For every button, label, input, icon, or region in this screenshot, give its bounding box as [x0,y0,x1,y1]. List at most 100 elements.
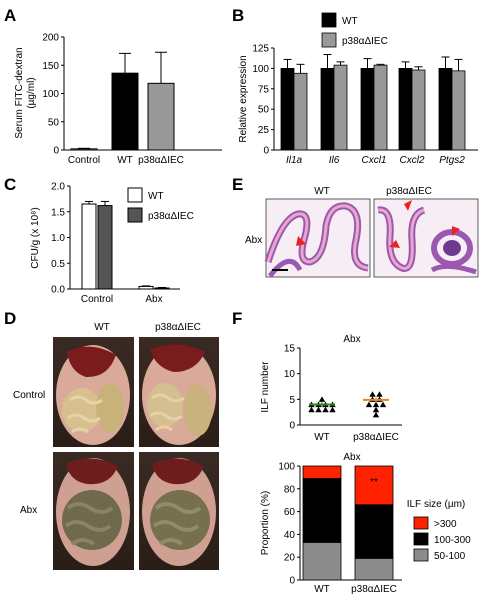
a-x-tick-label: p38αΔIEC [138,155,184,166]
photo-wt-control [53,337,134,447]
c-y-tick-label: 2.0 [51,182,65,193]
e-row-abx: Abx [245,235,262,246]
f2-x-tick-label: WT [314,584,330,595]
b-y-tick-label: 50 [258,105,270,116]
arrowhead-icon [389,240,400,248]
b-bar [280,68,295,151]
b-bar [293,72,308,151]
f2-bar-segment [302,465,342,479]
c-bar [97,205,113,290]
f1-data-point [315,406,322,413]
a-x-tick-label: Control [68,155,100,166]
f2-y-tick-label: 60 [284,507,296,518]
b-y-tick-label: 0 [263,146,269,157]
f1-data-point [308,406,315,413]
f2-bar-segment [302,478,342,543]
f1-data-point [322,406,329,413]
f1-y-tick-label: 10 [284,369,296,380]
f1-y-tick-label: 15 [284,344,296,355]
b-bar [373,64,388,151]
d-row-control: Control [13,390,45,401]
a-bar [70,148,98,151]
b-legend-label: p38αΔIEC [342,36,388,47]
b-legend-swatch [321,32,337,48]
b-bar [438,68,453,151]
b-bar [451,70,466,151]
f1-title: Abx [343,334,360,345]
c-y-tick-label: 0.0 [51,285,65,296]
b-legend-swatch [321,12,337,28]
photo-ko-control [139,337,219,447]
a-bar [147,82,175,151]
f2-bar-segment [354,465,394,506]
b-legend-label: WT [342,16,358,27]
a-x-tick-label: WT [117,155,133,166]
f1-data-point [318,396,326,402]
panel-e-histology: WT p38αΔIEC Abx [245,186,479,278]
chart-b-relative-expression: 0 25 50 75 100 125 Il1a Il6 Cxcl1 Cxcl2 Ptgs2 Relat… [238,12,478,166]
c-bar [138,285,154,290]
f2-legend-swatch [413,516,429,530]
histology-wt [264,198,371,278]
f1-y-tick-label: 5 [289,395,295,406]
panel-letter-a: A [4,6,16,25]
a-bar [111,72,139,151]
c-y-tick-label: 1.5 [51,207,65,218]
a-y-tick-label: 200 [42,33,59,44]
c-x-tick-label: Abx [145,294,162,305]
c-legend-swatch [127,207,143,223]
f2-legend-label: >300 [434,519,457,530]
panel-letter-d: D [4,309,16,328]
b-x-tick-label: Il1a [286,155,303,166]
f1-data-point [372,401,380,408]
photo-ko-abx [139,452,219,570]
f1-data-point [329,406,336,413]
b-y-axis-label: Relative expression [238,55,249,142]
e-col-wt: WT [314,186,330,197]
c-y-axis-label: CFU/g (x 10⁸) [30,207,41,268]
a-y-tick-label: 0 [53,146,59,157]
b-y-tick-label: 75 [258,84,270,95]
c-legend-label: p38αΔIEC [148,211,194,222]
chart-f-ilf-size-proportion: Abx 0 20 40 60 80 100 Proportion (%) WT p38αΔIEC *… [260,452,471,595]
f2-y-tick-label: 0 [289,576,295,587]
b-y-tick-label: 25 [258,125,270,136]
c-legend-label: WT [148,191,164,202]
d-row-abx: Abx [20,505,37,516]
f1-data-point [365,401,373,408]
f1-data-point [376,391,383,397]
c-legend-swatch [127,187,143,203]
f2-y-tick-label: 80 [284,484,296,495]
panel-letter-f: F [232,309,242,328]
c-y-tick-label: 0.5 [51,259,65,270]
b-x-tick-label: Il6 [329,155,340,166]
a-y-axis-label-unit: (µg/ml) [26,77,37,108]
d-col-wt: WT [94,322,110,333]
b-bar [320,68,335,151]
b-bar [333,64,348,151]
f2-y-tick-label: 20 [284,553,296,564]
histology-ko [373,198,479,278]
d-col-ko: p38αΔIEC [155,322,201,333]
c-x-tick-label: Control [81,294,113,305]
f1-x-tick-label: WT [314,432,330,443]
panel-letter-b: B [232,6,244,25]
arrowhead-icon [452,226,460,236]
f1-data-point [372,406,380,413]
f2-bar-segment [302,541,342,581]
e-col-ko: p38αΔIEC [386,186,432,197]
f1-data-point [369,391,376,397]
a-y-tick-label: 50 [48,117,60,128]
f2-legend-title: ILF size (µm) [407,499,466,510]
f2-y-tick-label: 40 [284,530,296,541]
b-x-tick-label: Ptgs2 [439,155,465,166]
b-bar [360,68,375,151]
b-y-tick-label: 125 [252,44,269,55]
f1-y-axis-label: ILF number [260,361,271,413]
f2-bar-segment [354,557,394,581]
chart-c-cfu: 0.0 0.5 1.0 1.5 2.0 Control Abx CFU/g (x 10⁸) WT… [30,182,194,306]
c-bar [154,287,170,290]
b-bar [398,68,413,151]
f2-legend-swatch [413,532,429,546]
